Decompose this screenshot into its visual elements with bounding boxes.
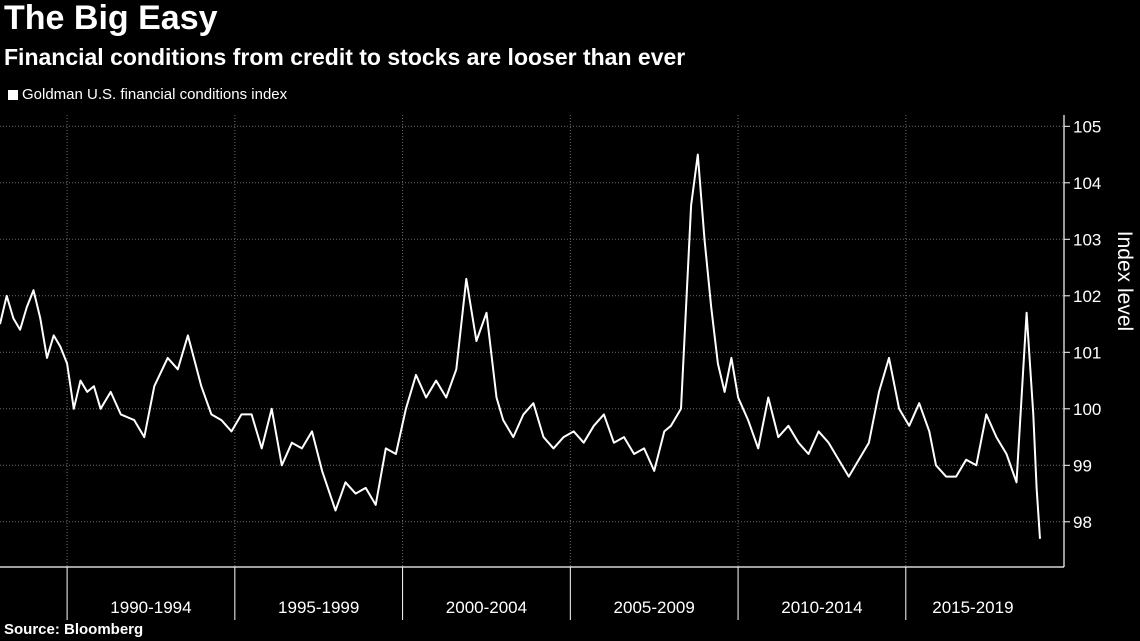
y-axis-title: Index level bbox=[1113, 231, 1136, 331]
axes bbox=[0, 115, 1070, 620]
y-tick-label: 102 bbox=[1073, 287, 1101, 306]
axis-labels: 98 99 100 101 102 103 104 105 1990-1994 1995-1999… bbox=[110, 117, 1136, 617]
chart-legend: Goldman U.S. financial conditions index bbox=[8, 85, 287, 105]
series-line bbox=[0, 153, 1041, 539]
x-category-label: 1990-1994 bbox=[110, 598, 191, 617]
y-tick-label: 100 bbox=[1073, 400, 1101, 419]
legend-label: Goldman U.S. financial conditions index bbox=[22, 86, 288, 103]
x-category-label: 2010-2014 bbox=[781, 598, 862, 617]
y-tick-label: 105 bbox=[1073, 117, 1101, 136]
chart-subtitle: Financial conditions from credit to stoc… bbox=[4, 44, 686, 70]
source-note: Source: Bloomberg bbox=[4, 621, 144, 638]
series-layer bbox=[0, 153, 1041, 539]
chart-title: The Big Easy bbox=[4, 0, 218, 37]
y-tick-label: 104 bbox=[1073, 174, 1101, 193]
y-tick-label: 99 bbox=[1073, 456, 1092, 475]
x-category-label: 2015-2019 bbox=[932, 598, 1013, 617]
x-category-label: 1995-1999 bbox=[278, 598, 359, 617]
y-tick-label: 101 bbox=[1073, 343, 1101, 362]
x-category-label: 2000-2004 bbox=[446, 598, 527, 617]
x-category-label: 2005-2009 bbox=[614, 598, 695, 617]
y-tick-label: 103 bbox=[1073, 230, 1101, 249]
legend-swatch bbox=[8, 90, 18, 100]
y-tick-label: 98 bbox=[1073, 513, 1092, 532]
gridlines bbox=[0, 115, 1064, 567]
